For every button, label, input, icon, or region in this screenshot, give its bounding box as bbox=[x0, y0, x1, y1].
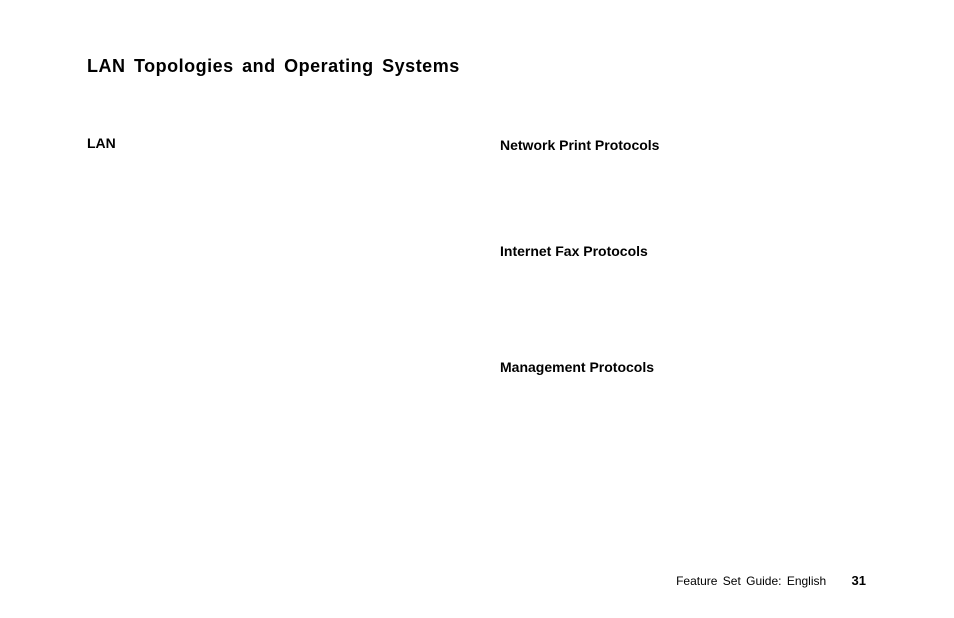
right-column-heading-management-protocols: Management Protocols bbox=[500, 359, 654, 375]
right-column-heading-network-print-protocols: Network Print Protocols bbox=[500, 137, 659, 153]
footer-page-number: 31 bbox=[852, 573, 866, 588]
document-page: LAN Topologies and Operating Systems LAN… bbox=[0, 0, 954, 618]
left-column-heading-lan: LAN bbox=[87, 135, 116, 151]
page-title: LAN Topologies and Operating Systems bbox=[87, 56, 460, 77]
right-column-heading-internet-fax-protocols: Internet Fax Protocols bbox=[500, 243, 648, 259]
footer-text: Feature Set Guide: English bbox=[676, 574, 826, 588]
page-footer: Feature Set Guide: English 31 bbox=[676, 573, 866, 588]
